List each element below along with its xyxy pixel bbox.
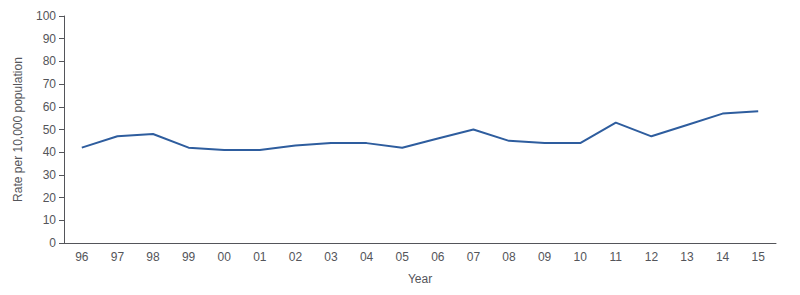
svg-text:04: 04 xyxy=(360,250,374,264)
svg-text:09: 09 xyxy=(538,250,552,264)
svg-text:10: 10 xyxy=(574,250,588,264)
svg-text:96: 96 xyxy=(75,250,89,264)
svg-text:40: 40 xyxy=(43,145,57,159)
svg-text:90: 90 xyxy=(43,32,57,46)
svg-text:60: 60 xyxy=(43,100,57,114)
svg-text:70: 70 xyxy=(43,77,57,91)
svg-text:08: 08 xyxy=(502,250,516,264)
svg-text:97: 97 xyxy=(111,250,125,264)
svg-text:Year: Year xyxy=(408,272,432,286)
svg-text:14: 14 xyxy=(716,250,730,264)
svg-text:80: 80 xyxy=(43,54,57,68)
svg-text:12: 12 xyxy=(645,250,659,264)
svg-text:30: 30 xyxy=(43,168,57,182)
svg-text:98: 98 xyxy=(146,250,160,264)
svg-text:00: 00 xyxy=(218,250,232,264)
svg-text:0: 0 xyxy=(49,236,56,250)
svg-text:02: 02 xyxy=(289,250,303,264)
svg-text:01: 01 xyxy=(253,250,267,264)
svg-text:15: 15 xyxy=(752,250,766,264)
svg-text:50: 50 xyxy=(43,123,57,137)
svg-text:20: 20 xyxy=(43,191,57,205)
svg-text:03: 03 xyxy=(324,250,338,264)
svg-text:Rate per 10,000 population: Rate per 10,000 population xyxy=(11,57,25,202)
svg-text:05: 05 xyxy=(396,250,410,264)
svg-text:06: 06 xyxy=(431,250,445,264)
svg-text:100: 100 xyxy=(36,9,56,23)
svg-text:10: 10 xyxy=(43,213,57,227)
svg-text:13: 13 xyxy=(680,250,694,264)
svg-text:07: 07 xyxy=(467,250,481,264)
svg-text:11: 11 xyxy=(610,250,623,264)
svg-text:99: 99 xyxy=(182,250,196,264)
